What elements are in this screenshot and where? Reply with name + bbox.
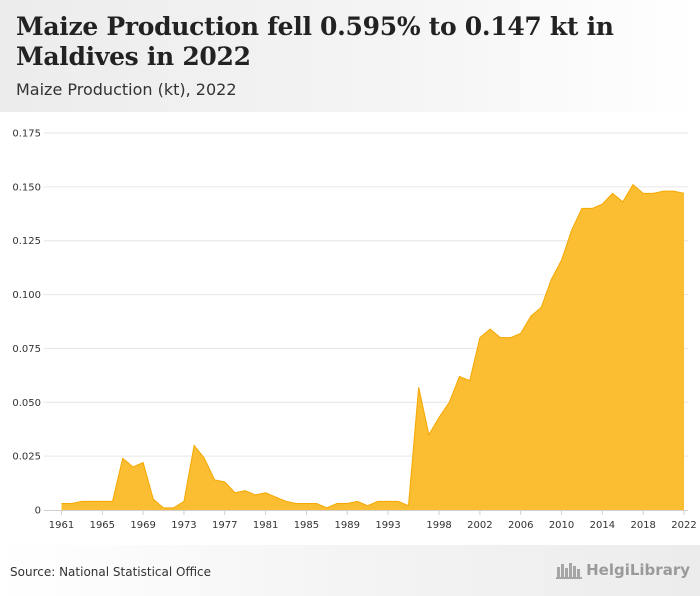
x-tick-label: 2010 [549, 520, 574, 531]
chart-footer: Source: National Statistical Office Helg… [0, 545, 700, 596]
x-tick-label: 1965 [90, 520, 115, 531]
x-tick-label: 1993 [375, 520, 400, 531]
x-tick-label: 1973 [171, 520, 196, 531]
x-tick-label: 1985 [294, 520, 319, 531]
x-tick-label: 2014 [590, 520, 615, 531]
source-note: Source: National Statistical Office [10, 565, 212, 579]
x-tick-label: 1961 [49, 520, 74, 531]
series-line [61, 183, 685, 509]
area-chart: 0 0.025 0.050 0.075 0.100 0.125 0.150 0.175 196… [12, 129, 697, 532]
x-tick-label: 1989 [335, 520, 360, 531]
brand-logo: HelgiLibrary [556, 561, 690, 579]
chart-header: Maize Production fell 0.595% to 0.147 kt… [0, 0, 700, 112]
x-tick-label: 2018 [630, 520, 655, 531]
x-tick-label: 1977 [212, 520, 237, 531]
x-axis: 1961 1965 1969 1973 1977 1981 1985 1989 1993 1998… [44, 510, 697, 531]
brand-name: HelgiLibrary [586, 561, 690, 579]
x-tick-label: 2022 [671, 520, 696, 531]
y-tick-label: 0.075 [12, 344, 41, 355]
y-tick-label: 0.100 [12, 290, 41, 301]
x-tick-label: 1981 [253, 520, 278, 531]
grid-lines [44, 132, 688, 457]
y-tick-label: 0.050 [12, 398, 41, 409]
y-tick-label: 0.175 [12, 129, 41, 140]
y-tick-label: 0.150 [12, 182, 41, 193]
x-tick-label: 2006 [508, 520, 533, 531]
chart-title: Maize Production fell 0.595% to 0.147 kt… [16, 12, 614, 71]
x-tick-label: 1969 [130, 520, 155, 531]
library-icon [556, 563, 583, 579]
plot-area [61, 183, 685, 510]
series-area [61, 184, 684, 510]
x-tick-label: 1998 [426, 520, 451, 531]
y-tick-label: 0 [35, 506, 41, 517]
y-axis: 0 0.025 0.050 0.075 0.100 0.125 0.150 0.175 [12, 129, 41, 517]
y-tick-label: 0.025 [12, 452, 41, 463]
x-tick-label: 2002 [467, 520, 492, 531]
y-tick-label: 0.125 [12, 236, 41, 247]
chart-subtitle: Maize Production (kt), 2022 [16, 80, 237, 99]
